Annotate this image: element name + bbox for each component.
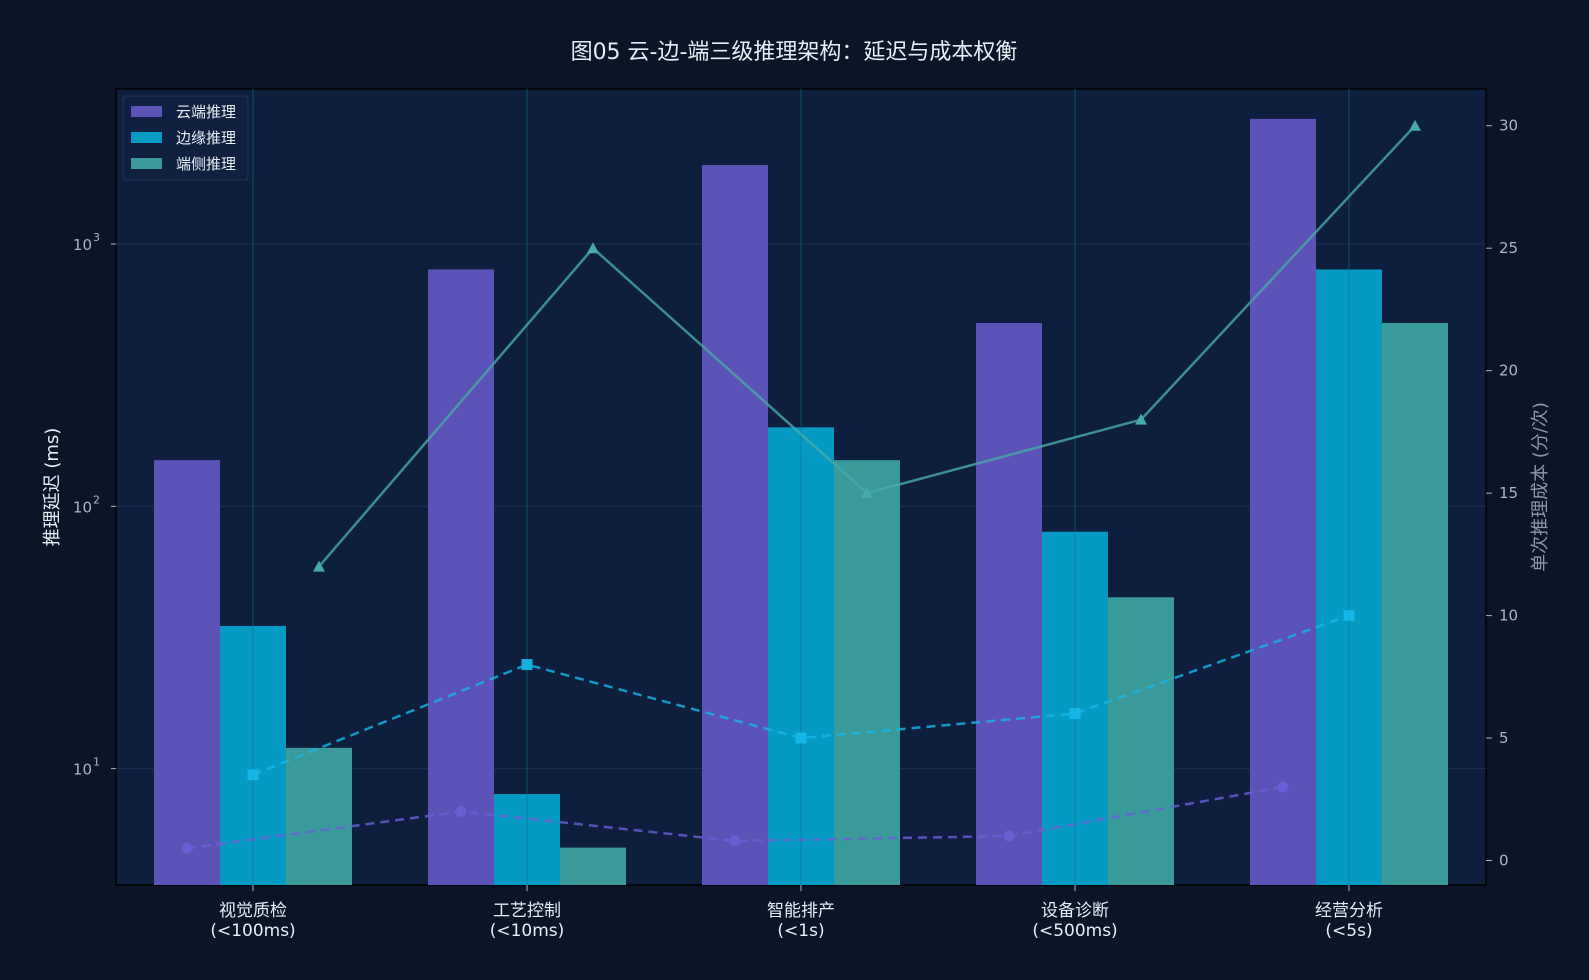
x-tick-sublabel: (<500ms) xyxy=(1032,921,1117,941)
bar-2-0 xyxy=(286,747,352,885)
bar-2-2 xyxy=(834,460,900,885)
cost-line-0 xyxy=(186,785,1284,850)
cost-point-1-2 xyxy=(795,732,807,744)
cost-point-2-1 xyxy=(587,242,599,254)
bar-0-2 xyxy=(702,165,768,886)
bar-2-1 xyxy=(560,847,626,885)
legend: 云端推理 边缘推理 端侧推理 xyxy=(122,95,249,181)
y2-tick-label: 10 xyxy=(1499,607,1518,625)
cost-point-2-3 xyxy=(1135,413,1147,425)
cost-point-0-0 xyxy=(181,842,193,854)
y-tick-label: 10 xyxy=(73,236,92,254)
cost-point-0-2 xyxy=(729,835,741,847)
x-tick-label: 设备诊断 xyxy=(1041,901,1109,921)
y2-axis: 0 5 10 15 20 25 30 xyxy=(1486,117,1518,870)
bar-2-4 xyxy=(1382,322,1448,885)
legend-label-edge: 边缘推理 xyxy=(176,129,236,147)
y2-tick-label: 0 xyxy=(1499,852,1509,870)
bar-0-4 xyxy=(1250,118,1316,886)
cost-point-0-1 xyxy=(455,806,467,818)
cost-point-1-0 xyxy=(247,769,259,781)
x-tick-sublabel: (<10ms) xyxy=(490,921,565,941)
cost-line-1 xyxy=(252,614,1350,776)
y2-tick-label: 25 xyxy=(1499,239,1518,257)
bar-0-3 xyxy=(976,322,1042,885)
cost-point-2-4 xyxy=(1409,119,1421,131)
cost-point-1-4 xyxy=(1343,610,1355,622)
y2-tick-label: 15 xyxy=(1499,484,1518,502)
x-tick-sublabel: (<100ms) xyxy=(210,921,295,941)
y-axis-label: 推理延迟 (ms) xyxy=(42,428,63,547)
cost-point-2-2 xyxy=(861,487,873,499)
legend-swatch-device xyxy=(131,158,162,169)
y-tick-exponent: 3 xyxy=(93,231,100,244)
bar-2-3 xyxy=(1108,597,1174,885)
cost-point-1-1 xyxy=(521,659,533,671)
x-tick-label: 智能排产 xyxy=(767,901,835,921)
x-tick-label: 经营分析 xyxy=(1315,901,1383,921)
y2-tick-label: 5 xyxy=(1499,729,1509,747)
y-tick-exponent: 1 xyxy=(93,756,100,769)
bar-0-1 xyxy=(428,269,494,885)
chart-title: 图05 云-边-端三级推理架构：延迟与成本权衡 xyxy=(571,40,1018,65)
x-tick-label: 视觉质检 xyxy=(219,901,287,921)
y-tick-label: 10 xyxy=(73,498,92,516)
cost-point-0-3 xyxy=(1003,830,1015,842)
y-tick-exponent: 2 xyxy=(93,493,100,506)
y2-axis-label: 单次推理成本 (分/次) xyxy=(1530,402,1551,572)
legend-swatch-cloud xyxy=(131,106,162,117)
x-axis: 视觉质检(<100ms) 工艺控制(<10ms) 智能排产(<1s) 设备诊断(<50… xyxy=(210,885,1383,941)
legend-label-cloud: 云端推理 xyxy=(176,103,236,121)
cost-point-2-0 xyxy=(313,560,325,572)
cost-point-0-4 xyxy=(1277,781,1289,793)
y2-tick-label: 30 xyxy=(1499,117,1518,135)
cost-lines xyxy=(181,119,1421,854)
x-tick-sublabel: (<5s) xyxy=(1325,921,1372,941)
y-tick-label: 10 xyxy=(73,761,92,779)
legend-label-device: 端侧推理 xyxy=(176,155,236,173)
bar-0-0 xyxy=(154,460,220,885)
x-tick-label: 工艺控制 xyxy=(493,901,561,921)
x-tick-sublabel: (<1s) xyxy=(777,921,824,941)
cost-point-1-3 xyxy=(1069,708,1081,720)
y2-tick-label: 20 xyxy=(1499,362,1518,380)
legend-swatch-edge xyxy=(131,132,162,143)
